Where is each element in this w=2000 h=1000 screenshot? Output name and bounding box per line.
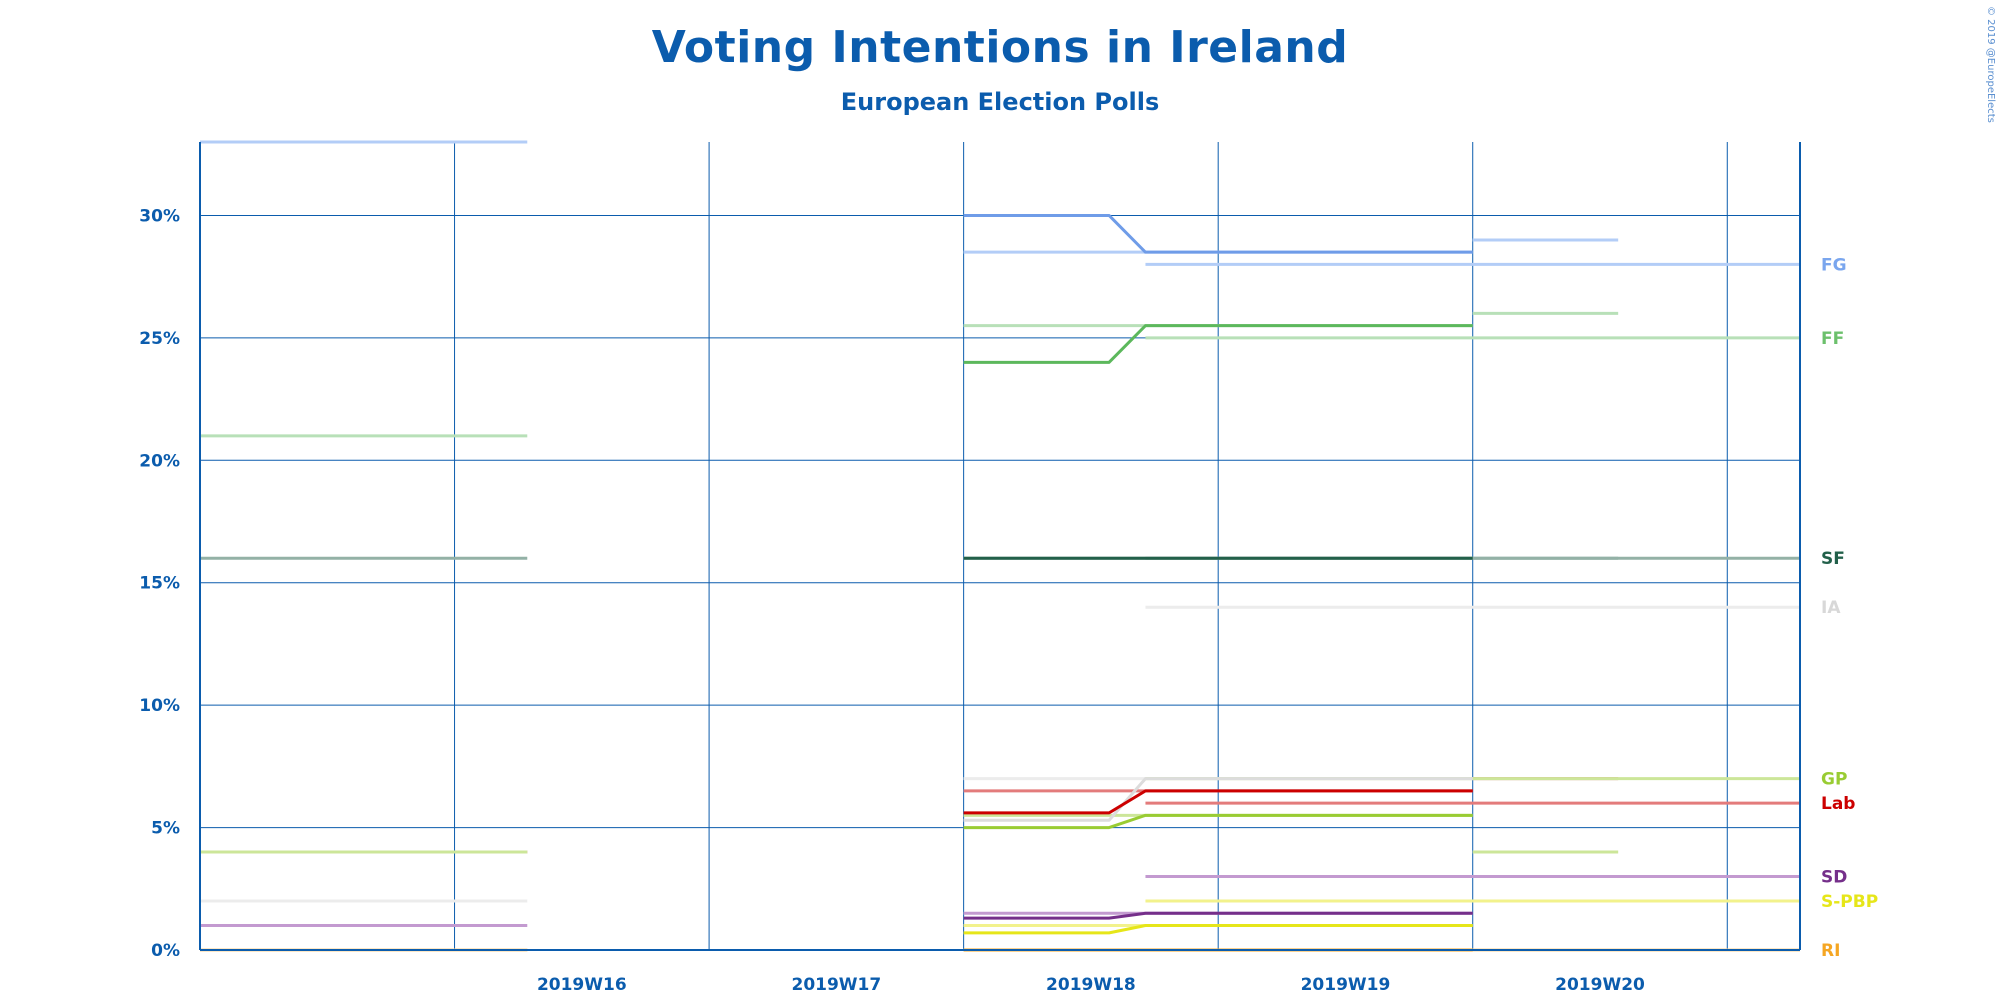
series-label-ri: RI: [1821, 941, 1840, 961]
x-tick-label: 2019W17: [791, 975, 881, 995]
chart-subtitle: European Election Polls: [840, 88, 1160, 116]
y-tick-label: 25%: [139, 329, 180, 349]
y-tick-label: 0%: [151, 941, 180, 961]
y-tick-label: 20%: [139, 451, 180, 471]
series-line-gp: [963, 813, 1473, 830]
series-line-fg: [963, 213, 1473, 254]
series-label-ia: IA: [1821, 598, 1841, 618]
series-line-sd: [963, 911, 1473, 920]
y-tick-label: 10%: [139, 696, 180, 716]
x-tick-label: 2019W16: [537, 975, 627, 995]
series-line-lab: [963, 789, 1473, 815]
series-line-ia: [963, 777, 1473, 822]
series-label-sd: SD: [1821, 868, 1847, 888]
series-line-s-pbp: [963, 924, 1473, 935]
series-label-sf: SF: [1821, 549, 1845, 569]
y-tick-label: 15%: [139, 574, 180, 594]
series-label-s-pbp: S-PBP: [1821, 892, 1878, 912]
series-line-ff: [963, 324, 1473, 364]
x-tick-label: 2019W18: [1046, 975, 1136, 995]
y-tick-label: 5%: [151, 819, 180, 839]
axes: [199, 142, 1801, 951]
chart-title: Voting Intentions in Ireland: [651, 22, 1349, 73]
y-tick-label: 30%: [139, 206, 180, 226]
series-label-gp: GP: [1821, 770, 1847, 790]
series-label-lab: Lab: [1821, 794, 1855, 814]
series-label-fg: FG: [1821, 255, 1847, 275]
series-label-ff: FF: [1821, 329, 1844, 349]
x-tick-label: 2019W19: [1301, 975, 1391, 995]
tick-labels: 0% 5% 10% 15% 20% 25% 30% 2019W16 2019W17 2019W18…: [139, 206, 1645, 995]
series-end-labels: FG FF SF IA GP Lab SD S-PBP RI: [1821, 255, 1878, 961]
x-tick-label: 2019W20: [1555, 975, 1645, 995]
